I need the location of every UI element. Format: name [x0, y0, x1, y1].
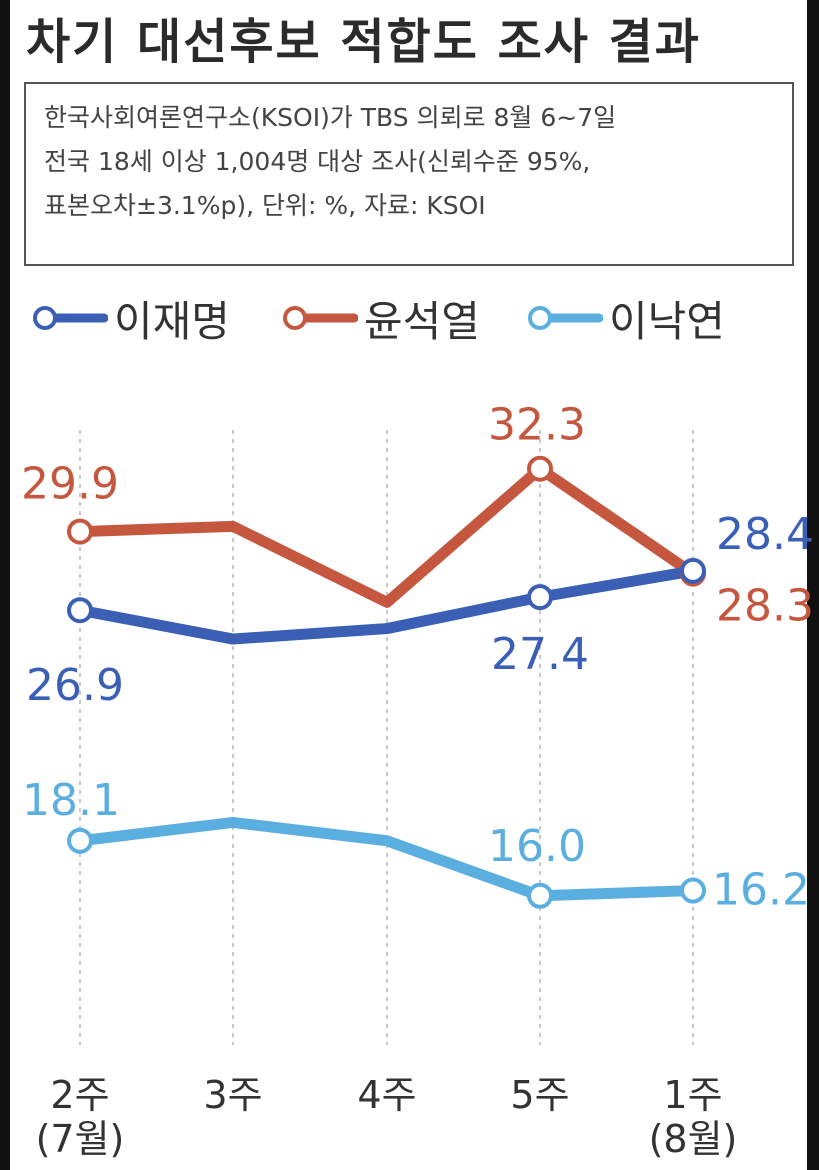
legend-swatch-lee-jaemyung — [33, 306, 108, 330]
x-tick-label-1: 2주 — [50, 1073, 109, 1117]
legend: 이재명 윤석열 이낙연 — [30, 290, 790, 346]
legend-label-lee-jaemyung: 이재명 — [114, 296, 230, 346]
legend-item-lee-nakyon: 이낙연 — [525, 290, 725, 346]
data-label-lee-jaemyung-5: 28.4 — [716, 509, 814, 560]
legend-label-yoon-seokyoul: 윤석열 — [364, 296, 480, 346]
source-line-2: 전국 18세 이상 1,004명 대상 조사(신뢰수준 95%, — [44, 147, 591, 176]
series-line-lee-jaemyung — [74, 565, 699, 645]
source-line-3: 표본오차±3.1%p), 단위: %, 자료: KSOI — [44, 191, 486, 220]
marker-yoon-seokyoul-4 — [527, 455, 553, 482]
legend-label-lee-nakyon: 이낙연 — [609, 296, 725, 346]
series-line-lee-nakyon — [74, 816, 699, 902]
marker-lee-nakyon-4 — [527, 882, 553, 909]
legend-swatch-lee-nakyon — [528, 306, 603, 330]
source-note-box: 한국사회여론연구소(KSOI)가 TBS 의뢰로 8월 6~7일 전국 18세 … — [24, 82, 794, 266]
data-label-lee-nakyon-5: 16.2 — [712, 865, 810, 916]
legend-swatch-yoon-seokyoul — [283, 306, 358, 330]
legend-item-yoon-seokyoul: 윤석열 — [280, 290, 480, 346]
left-frame-edge — [0, 0, 10, 1170]
data-label-yoon-seokyoul-4: 32.3 — [488, 400, 586, 451]
x-tick-label-4: 5주 — [510, 1073, 569, 1117]
series-line-yoon-seokyoul — [74, 463, 699, 608]
marker-lee-nakyon-5 — [680, 877, 706, 904]
x-tick-label-5-sub: (8월) — [649, 1117, 738, 1161]
x-tick-label-2: 3주 — [203, 1073, 262, 1117]
chart-title: 차기 대선후보 적합도 조사 결과 — [26, 14, 701, 70]
x-tick-label-3: 4주 — [357, 1073, 416, 1117]
data-label-lee-jaemyung-4: 27.4 — [491, 629, 589, 680]
source-line-1: 한국사회여론연구소(KSOI)가 TBS 의뢰로 8월 6~7일 — [44, 103, 617, 132]
marker-lee-jaemyung-4 — [527, 584, 553, 611]
x-tick-label-5: 1주 — [663, 1073, 722, 1117]
data-label-yoon-seokyoul-5: 28.3 — [716, 581, 814, 632]
right-frame-edge — [807, 0, 819, 1170]
marker-lee-nakyon-1 — [67, 827, 93, 854]
x-tick-label-1-sub: (7월) — [36, 1117, 125, 1161]
data-label-yoon-seokyoul-1: 29.9 — [21, 459, 119, 510]
legend-item-lee-jaemyung: 이재명 — [30, 290, 230, 346]
marker-lee-jaemyung-5 — [680, 557, 706, 584]
data-label-lee-nakyon-4: 16.0 — [488, 821, 586, 872]
marker-yoon-seokyoul-1 — [67, 518, 93, 545]
marker-lee-jaemyung-1 — [67, 597, 93, 624]
data-label-lee-jaemyung-1: 26.9 — [26, 660, 124, 711]
data-label-lee-nakyon-1: 18.1 — [22, 775, 120, 826]
